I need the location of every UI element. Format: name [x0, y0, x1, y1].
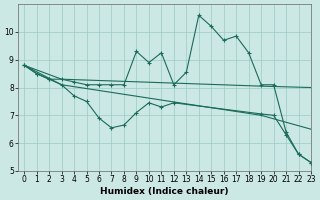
X-axis label: Humidex (Indice chaleur): Humidex (Indice chaleur): [100, 187, 229, 196]
